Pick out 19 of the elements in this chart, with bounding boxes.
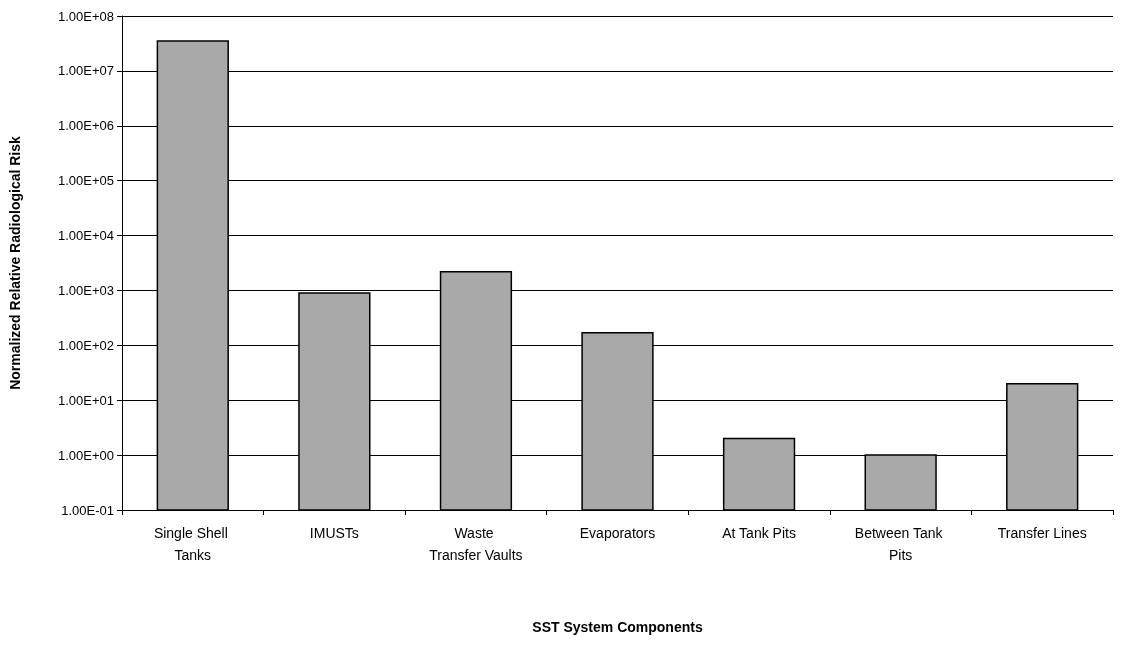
y-tick-label: 1.00E+02	[57, 337, 114, 353]
x-tick-label: Single Shell Tanks	[153, 525, 232, 563]
y-tick-label: 1.00E+05	[57, 173, 114, 189]
y-axis-title: Normalized Relative Radiological Risk	[7, 135, 23, 390]
y-tick-label: 1.00E-01	[61, 502, 114, 518]
y-tick-label: 1.00E+03	[57, 282, 114, 298]
y-tick-label: 1.00E+01	[57, 392, 114, 408]
y-tick-label: 1.00E+07	[57, 63, 114, 79]
x-tick-label: Evaporators	[579, 525, 656, 541]
y-tick-label: 1.00E+00	[57, 447, 114, 463]
x-tick-label: IMUSTs	[309, 525, 359, 541]
x-tick-label: Between Tank Pits	[854, 525, 947, 563]
x-axis-title: SST System Components	[532, 619, 703, 635]
y-tick-label: 1.00E+04	[57, 228, 114, 244]
x-tick-label: Transfer Lines	[997, 525, 1087, 541]
x-tick-label: Waste Transfer Vaults	[429, 525, 523, 563]
y-tick-label: 1.00E+06	[57, 118, 114, 134]
x-tick-label: At Tank Pits	[722, 525, 796, 541]
y-tick-label: 1.00E+08	[57, 8, 114, 24]
